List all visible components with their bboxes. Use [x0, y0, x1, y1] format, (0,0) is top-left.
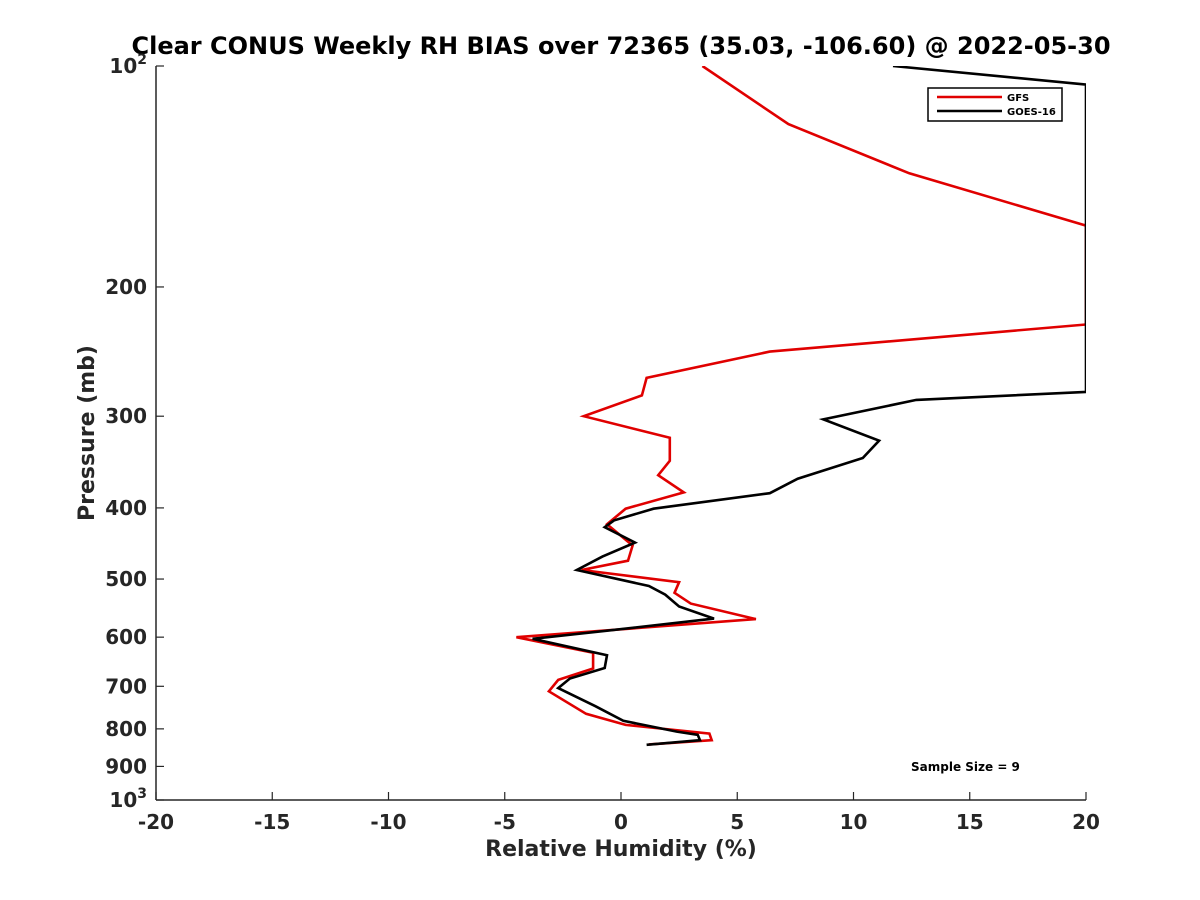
- series-line-gfs: [516, 66, 1086, 746]
- x-tick-label: 10: [840, 810, 868, 834]
- x-tick-label: -5: [494, 810, 516, 834]
- x-axis-ticks: -20 -15 -10 -5 0 5 10 15 20: [138, 792, 1100, 834]
- legend-box: [927, 87, 1063, 122]
- x-tick-label: 5: [730, 810, 744, 834]
- x-tick-label: 0: [614, 810, 628, 834]
- y-tick-label: 102: [109, 52, 147, 78]
- y-tick-label: 200: [105, 275, 147, 299]
- legend-label-gfs: GFS: [1007, 93, 1029, 104]
- y-axis-label: Pressure (mb): [75, 345, 100, 521]
- x-axis-label: Relative Humidity (%): [485, 837, 757, 862]
- y-tick-label: 600: [105, 625, 147, 649]
- x-tick-label: 20: [1072, 810, 1100, 834]
- y-tick-label: 500: [105, 567, 147, 591]
- chart-title: Clear CONUS Weekly RH BIAS over 72365 (3…: [131, 32, 1110, 60]
- y-tick-label: 300: [105, 404, 147, 428]
- legend-label-goes-16: GOES-16: [1007, 107, 1056, 118]
- y-tick-label: 900: [105, 754, 147, 778]
- x-tick-label: 15: [956, 810, 984, 834]
- y-tick-label: 800: [105, 717, 147, 741]
- x-tick-label: -10: [370, 810, 406, 834]
- sample-size-annotation: Sample Size = 9: [911, 760, 1020, 774]
- y-tick-label: 103: [109, 786, 147, 812]
- x-tick-label: -15: [254, 810, 290, 834]
- y-tick-label: 700: [105, 674, 147, 698]
- x-tick-label: -20: [138, 810, 174, 834]
- y-axis-ticks: 102 200 300 400 500 600 700 800 900 103: [105, 52, 164, 812]
- legend: GFS GOES-16: [927, 87, 1063, 122]
- series-line-goes-16: [532, 66, 1086, 747]
- series-lines: [516, 66, 1086, 747]
- axes-frame: [155, 66, 1086, 801]
- y-tick-label: 400: [105, 496, 147, 520]
